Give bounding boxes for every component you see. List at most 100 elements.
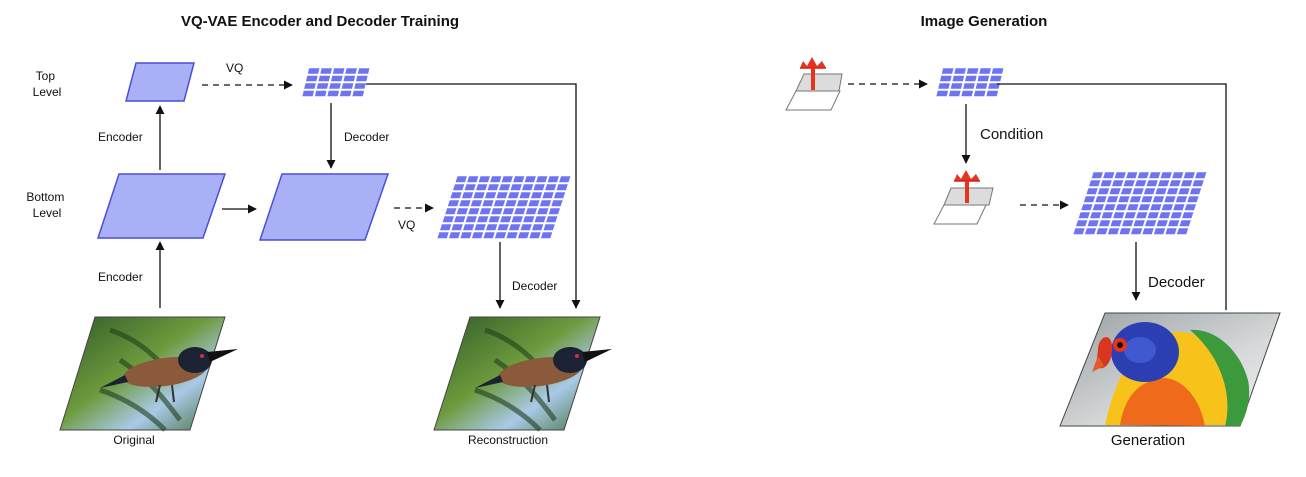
- grid-cell: [544, 183, 558, 191]
- grid-cell: [484, 191, 498, 199]
- grid-cell: [317, 75, 331, 82]
- grid-cell: [1089, 211, 1103, 219]
- grid-cell: [446, 199, 460, 207]
- grid-cell: [535, 175, 549, 183]
- grid-cell: [467, 207, 481, 215]
- grid-cell: [1154, 187, 1168, 195]
- grid-cell: [523, 175, 537, 183]
- grid-cell: [1186, 195, 1200, 203]
- grid-cell: [948, 90, 962, 97]
- grid-cell: [494, 231, 508, 239]
- grid-cell: [504, 199, 518, 207]
- decoder-bottom-label: Decoder: [512, 279, 557, 293]
- grid-cell: [935, 90, 949, 97]
- grid-cell: [332, 67, 346, 75]
- grid-cell: [319, 67, 333, 75]
- grid-cell: [960, 90, 974, 97]
- grid-cell: [315, 82, 330, 90]
- top-prior-icon: [785, 57, 843, 111]
- grid-cell: [458, 199, 472, 207]
- grid-cell: [518, 191, 532, 199]
- grid-cell: [1075, 219, 1089, 227]
- grid-cell: [328, 82, 342, 90]
- grid-cell: [436, 231, 450, 239]
- grid-cell: [1123, 211, 1137, 219]
- grid-cell: [1088, 179, 1102, 187]
- top-level-label: Top Level: [33, 69, 62, 99]
- grid-cell: [1107, 227, 1121, 235]
- grid-cell: [951, 75, 965, 82]
- top-quantized-grid: [301, 67, 371, 97]
- grid-cell: [989, 75, 1003, 82]
- grid-cell: [1169, 211, 1183, 219]
- grid-cell: [1121, 219, 1135, 227]
- grid-cell: [307, 67, 321, 75]
- bottom-prior-icon: [933, 170, 994, 225]
- grid-cell: [466, 175, 480, 183]
- grid-cell: [330, 75, 344, 82]
- generation-image: [1059, 312, 1281, 427]
- grid-cell: [450, 223, 464, 231]
- grid-cell: [490, 207, 504, 215]
- top-skip-connection: [366, 83, 581, 309]
- grid-cell: [505, 231, 519, 239]
- grid-cell: [1141, 227, 1155, 235]
- grid-cell: [1094, 195, 1108, 203]
- grid-cell: [1137, 203, 1151, 211]
- grid-cell: [1166, 187, 1180, 195]
- grid-cell: [449, 191, 463, 199]
- grid-cell: [340, 82, 355, 90]
- generated-bottom-grid: [1072, 171, 1208, 235]
- grid-cell: [1163, 195, 1177, 203]
- grid-cell: [485, 223, 499, 231]
- grid-cell: [475, 183, 489, 191]
- grid-cell: [1171, 171, 1185, 179]
- grid-cell: [1099, 179, 1113, 187]
- grid-cell: [1084, 227, 1098, 235]
- grid-cell: [546, 175, 560, 183]
- grid-cell: [351, 90, 365, 97]
- left-panel-title: VQ-VAE Encoder and Decoder Training: [181, 13, 459, 30]
- grid-cell: [1168, 179, 1182, 187]
- grid-cell: [1126, 203, 1140, 211]
- grid-cell: [953, 67, 967, 75]
- grid-cell: [1157, 179, 1171, 187]
- grid-cell: [541, 191, 555, 199]
- grid-cell: [545, 215, 559, 223]
- grid-cell: [1102, 171, 1116, 179]
- grid-cell: [1120, 187, 1134, 195]
- condition-label: Condition: [980, 126, 1043, 143]
- right-panel-title: Image Generation: [921, 13, 1048, 30]
- grid-cell: [482, 231, 496, 239]
- grid-cell: [1109, 219, 1123, 227]
- generated-top-grid: [935, 67, 1005, 97]
- reconstruction-image: [433, 316, 612, 432]
- decoder-label: Decoder: [1148, 274, 1205, 291]
- grid-cell: [1118, 227, 1132, 235]
- grid-cell: [481, 199, 495, 207]
- grid-cell: [1132, 219, 1146, 227]
- grid-cell: [1128, 195, 1142, 203]
- grid-cell: [476, 215, 490, 223]
- grid-cell: [1130, 227, 1144, 235]
- grid-cell: [487, 215, 501, 223]
- grid-cell: [542, 223, 556, 231]
- grid-cell: [1194, 171, 1208, 179]
- grid-cell: [1178, 219, 1192, 227]
- grid-cell: [501, 207, 515, 215]
- grid-cell: [1167, 219, 1181, 227]
- grid-cell: [521, 183, 535, 191]
- vq-top-label: VQ: [226, 61, 243, 75]
- grid-cell: [448, 231, 462, 239]
- grid-cell: [1077, 211, 1091, 219]
- grid-cell: [1149, 203, 1163, 211]
- original-image: [59, 316, 238, 432]
- grid-cell: [444, 207, 458, 215]
- grid-cell: [1191, 179, 1205, 187]
- grid-cell: [510, 215, 524, 223]
- grid-cell: [974, 82, 989, 90]
- grid-cell: [937, 82, 951, 90]
- grid-cell: [522, 215, 536, 223]
- grid-cell: [1180, 179, 1194, 187]
